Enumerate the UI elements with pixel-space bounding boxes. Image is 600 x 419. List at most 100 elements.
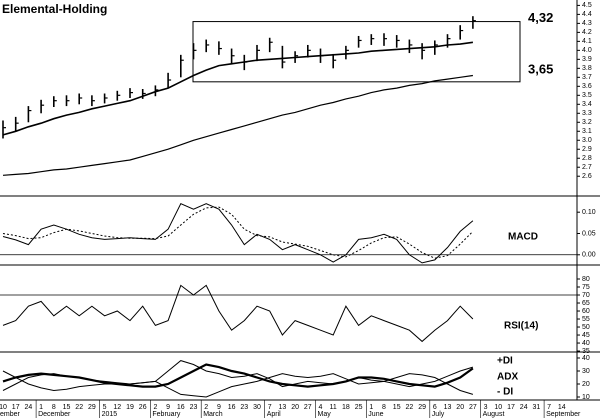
indicator-line xyxy=(2,284,474,343)
x-tick-label: 15 xyxy=(63,404,71,411)
box-label: 3,65 xyxy=(528,61,553,76)
y-tick-label: 20 xyxy=(582,381,590,388)
x-month-label: February xyxy=(152,411,181,418)
x-tick-label: 17 xyxy=(12,404,20,411)
y-tick-label: 0.10 xyxy=(582,209,596,216)
moving-average xyxy=(2,74,473,176)
x-tick-label: 3 xyxy=(484,404,488,411)
y-tick-label: 3.9 xyxy=(582,56,592,63)
x-tick-label: 23 xyxy=(190,404,198,411)
x-tick-label: 27 xyxy=(304,404,312,411)
x-month-label: December xyxy=(38,411,71,418)
y-tick-label: 4.2 xyxy=(582,29,592,36)
y-tick-label: 2.9 xyxy=(582,146,592,153)
y-tick-label: 4.0 xyxy=(582,47,592,54)
y-tick-label: 60 xyxy=(582,308,590,315)
x-tick-label: 24 xyxy=(25,404,33,411)
y-tick-label: 35 xyxy=(582,348,590,355)
x-tick-label: 9 xyxy=(217,404,221,411)
y-tick-label: 65 xyxy=(582,300,590,307)
series-label: ADX xyxy=(497,372,518,383)
y-tick-label: 2.8 xyxy=(582,155,592,162)
indicator-line xyxy=(2,370,474,398)
x-tick-label: 7 xyxy=(268,404,272,411)
x-tick-label: 5 xyxy=(103,404,107,411)
series-label: RSI(14) xyxy=(504,321,538,332)
x-tick-label: 20 xyxy=(456,404,464,411)
y-tick-label: 3.0 xyxy=(582,137,592,144)
x-tick-label: 7 xyxy=(547,404,551,411)
y-tick-label: 45 xyxy=(582,332,590,339)
indicator-line xyxy=(2,206,474,259)
y-tick-label: 4.5 xyxy=(582,2,592,9)
x-month-label: ember xyxy=(0,411,21,418)
y-tick-label: 3.2 xyxy=(582,119,592,126)
x-tick-label: 13 xyxy=(279,404,287,411)
indicator-line xyxy=(2,363,474,388)
x-tick-label: 14 xyxy=(558,404,566,411)
y-tick-label: 3.4 xyxy=(582,101,592,108)
y-tick-label: 4.3 xyxy=(582,20,592,27)
x-tick-label: 22 xyxy=(406,404,414,411)
x-tick-label: 16 xyxy=(228,404,236,411)
y-tick-label: 50 xyxy=(582,324,590,331)
x-month-label: July xyxy=(432,411,445,418)
x-tick-label: 20 xyxy=(291,404,299,411)
y-tick-label: 30 xyxy=(582,368,590,375)
x-tick-label: 12 xyxy=(113,404,121,411)
x-tick-label: 6 xyxy=(433,404,437,411)
x-month-label: April xyxy=(267,411,281,418)
chart-title: Elemental-Holding xyxy=(2,2,107,16)
x-tick-label: 1 xyxy=(369,404,373,411)
x-tick-label: 23 xyxy=(240,404,248,411)
y-tick-label: 75 xyxy=(582,284,590,291)
x-month-label: June xyxy=(368,411,383,418)
indicator-line xyxy=(2,203,474,264)
y-tick-label: 0.05 xyxy=(582,230,596,237)
y-tick-label: 40 xyxy=(582,355,590,362)
x-tick-label: 2 xyxy=(153,404,157,411)
x-tick-label: 10 xyxy=(494,404,502,411)
y-tick-label: 10 xyxy=(582,394,590,401)
x-tick-label: 22 xyxy=(75,404,83,411)
x-tick-label: 8 xyxy=(382,404,386,411)
y-tick-label: 3.7 xyxy=(582,74,592,81)
x-month-label: May xyxy=(318,411,332,418)
x-tick-label: 24 xyxy=(520,404,528,411)
x-tick-label: 8 xyxy=(52,404,56,411)
x-tick-label: 13 xyxy=(444,404,452,411)
x-tick-label: 11 xyxy=(330,404,337,411)
x-month-label: March xyxy=(203,411,223,418)
x-tick-label: 15 xyxy=(393,404,401,411)
y-tick-label: 80 xyxy=(582,276,590,283)
y-tick-label: 40 xyxy=(582,340,590,347)
y-tick-label: 3.6 xyxy=(582,83,592,90)
y-tick-label: 2.7 xyxy=(582,164,592,171)
x-tick-label: 27 xyxy=(469,404,477,411)
y-tick-label: 2.6 xyxy=(582,173,592,180)
x-tick-label: 29 xyxy=(88,404,96,411)
x-tick-label: 18 xyxy=(342,404,350,411)
x-tick-label: 9 xyxy=(166,404,170,411)
x-tick-label: 31 xyxy=(533,404,541,411)
y-tick-label: 55 xyxy=(582,316,590,323)
x-tick-label: 30 xyxy=(253,404,261,411)
y-tick-label: 3.3 xyxy=(582,110,592,117)
box-label: 4,32 xyxy=(528,10,553,25)
x-tick-label: 26 xyxy=(139,404,147,411)
y-tick-label: 3.1 xyxy=(582,128,592,135)
series-label: MACD xyxy=(508,232,538,243)
x-month-label: 2015 xyxy=(102,411,118,418)
y-tick-label: 4.4 xyxy=(582,11,592,18)
x-tick-label: 17 xyxy=(507,404,515,411)
y-tick-label: 3.8 xyxy=(582,65,592,72)
series-label: - DI xyxy=(497,387,513,398)
x-tick-label: 19 xyxy=(126,404,134,411)
y-tick-label: 0.00 xyxy=(582,252,596,259)
x-tick-label: 25 xyxy=(355,404,363,411)
series-label: +DI xyxy=(497,356,513,367)
x-tick-label: 10 xyxy=(0,404,7,411)
